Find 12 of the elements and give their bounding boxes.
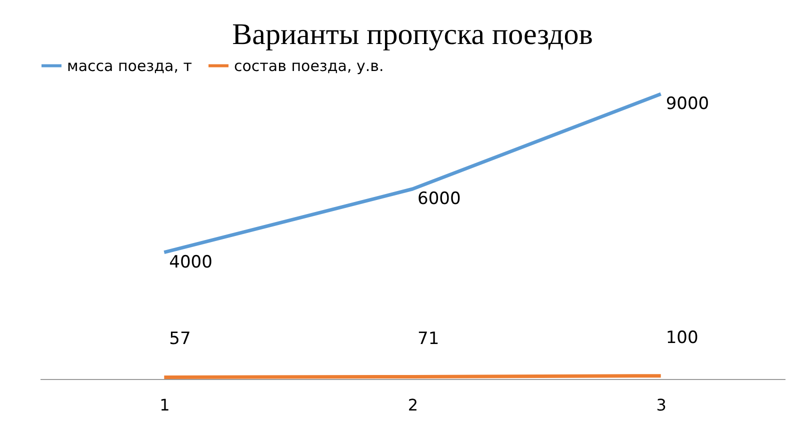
data-label: 4000 xyxy=(169,252,212,272)
data-label: 57 xyxy=(169,329,191,350)
data-label: 9000 xyxy=(666,94,710,114)
x-tick-label: 1 xyxy=(160,396,170,414)
legend-label: состав поезда, у.в. xyxy=(234,56,384,75)
chart-title: Варианты пропуска поездов xyxy=(232,18,593,51)
x-tick-label: 3 xyxy=(656,396,666,414)
data-label: 100 xyxy=(666,328,698,348)
data-label: 71 xyxy=(418,328,440,349)
x-tick-label: 2 xyxy=(408,396,418,414)
data-label: 6000 xyxy=(418,189,461,209)
legend-label: масса поезда, т xyxy=(67,56,192,75)
